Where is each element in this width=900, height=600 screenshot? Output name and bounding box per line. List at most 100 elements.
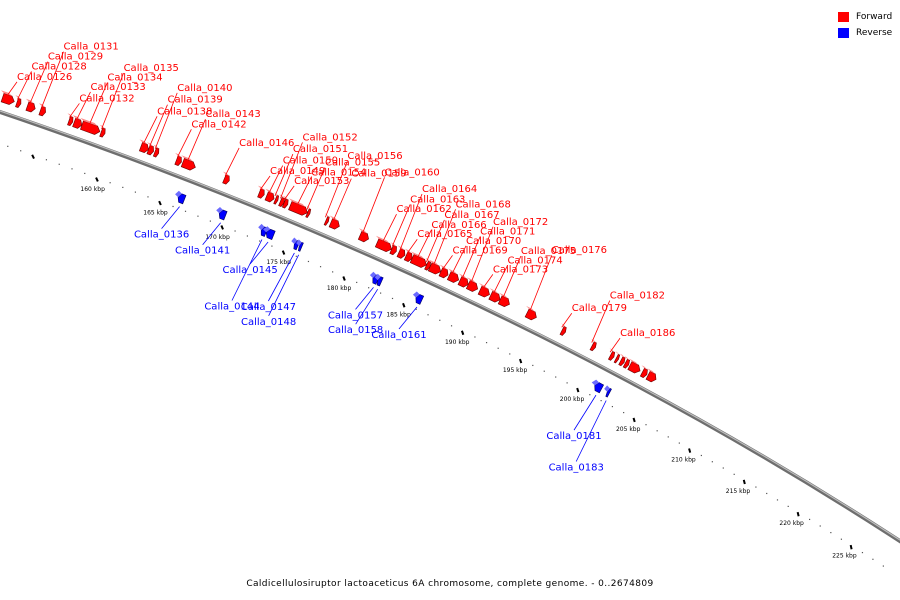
gene-label[interactable]: Calla_0161 <box>371 330 426 341</box>
gene-label[interactable]: Calla_0181 <box>546 431 601 442</box>
gene-calla_0165[interactable] <box>403 248 413 262</box>
gene-calla_0152[interactable] <box>278 194 285 207</box>
gene-calla_0143[interactable] <box>180 155 196 171</box>
gene-label[interactable]: Calla_0168 <box>456 199 511 210</box>
gene-label[interactable]: Calla_0148 <box>241 317 296 328</box>
gene-calla_0133[interactable] <box>72 115 83 129</box>
gene-calla_0145[interactable] <box>263 226 276 240</box>
gene-label[interactable]: Calla_0160 <box>385 167 440 178</box>
gene-calla_0129[interactable] <box>25 98 36 113</box>
gene-calla_0156[interactable] <box>323 213 330 226</box>
gene-calla_0179[interactable] <box>559 323 567 336</box>
gene-calla_0148[interactable] <box>296 239 304 252</box>
gene-label[interactable]: Calla_0147 <box>241 302 296 313</box>
gene-label[interactable]: Calla_0152 <box>302 132 357 143</box>
gene-label[interactable]: Calla_0158 <box>328 325 383 336</box>
gene-label[interactable]: Calla_0179 <box>572 303 627 314</box>
gene-calla_0181[interactable] <box>591 379 605 394</box>
gene-label[interactable]: Calla_0176 <box>552 245 607 256</box>
gene-calla_0138[interactable] <box>138 139 149 154</box>
gene-label[interactable]: Calla_0163 <box>410 194 465 205</box>
gene-label[interactable]: Calla_0172 <box>493 217 548 228</box>
gene-label[interactable]: Calla_0126 <box>17 72 72 83</box>
gene-calla_0136[interactable] <box>175 190 187 205</box>
gene-label[interactable]: Calla_0145 <box>222 265 277 276</box>
gene-label[interactable]: Calla_0159 <box>351 169 406 180</box>
gene-calla_0134[interactable] <box>80 117 101 135</box>
gene-label[interactable]: Calla_0171 <box>480 227 535 238</box>
gene[interactable] <box>618 353 626 367</box>
gene[interactable] <box>645 368 657 383</box>
minor-tick <box>246 235 249 237</box>
gene-label[interactable]: Calla_0128 <box>31 61 86 72</box>
gene-calla_0182[interactable] <box>589 338 597 352</box>
gene-label[interactable]: Calla_0140 <box>177 83 232 94</box>
gene-calla_0170[interactable] <box>446 268 460 283</box>
gene-calla_0161[interactable] <box>412 291 425 305</box>
gene-label[interactable]: Calla_0136 <box>134 230 189 241</box>
gene-label[interactable]: Calla_0182 <box>610 291 665 302</box>
gene-label[interactable]: Calla_0156 <box>347 151 402 162</box>
gene-calla_0158[interactable] <box>374 273 384 287</box>
gene-label[interactable]: Calla_0153 <box>294 176 349 187</box>
gene-label[interactable]: Calla_0144 <box>204 301 259 312</box>
gene-calla_0150[interactable] <box>264 188 275 203</box>
gene[interactable] <box>622 356 631 369</box>
gene[interactable] <box>613 351 621 364</box>
gene-label[interactable]: Calla_0169 <box>453 245 508 256</box>
gene[interactable] <box>627 358 641 374</box>
gene-label[interactable]: Calla_0151 <box>293 144 348 155</box>
gene-label[interactable]: Calla_0174 <box>507 256 562 267</box>
gene-calla_0186[interactable] <box>607 348 616 361</box>
gene-label[interactable]: Calla_0132 <box>79 93 134 104</box>
gene-calla_0173[interactable] <box>477 283 490 298</box>
gene-calla_0183[interactable] <box>604 385 612 398</box>
gene-calla_0174[interactable] <box>488 288 501 303</box>
gene[interactable] <box>639 365 648 379</box>
gene-calla_0141[interactable] <box>216 207 228 221</box>
gene-label[interactable]: Calla_0183 <box>549 462 604 473</box>
gene-calla_0169[interactable] <box>438 264 449 279</box>
gene-label[interactable]: Calla_0175 <box>521 246 576 257</box>
gene-label[interactable]: Calla_0166 <box>431 220 486 231</box>
gene-label[interactable]: Calla_0165 <box>417 229 472 240</box>
gene-label[interactable]: Calla_0129 <box>48 52 103 63</box>
gene-label[interactable]: Calla_0135 <box>124 63 179 74</box>
gene-label[interactable]: Calla_0138 <box>157 106 212 117</box>
gene-calla_0149[interactable] <box>257 185 265 199</box>
gene-label[interactable]: Calla_0139 <box>167 95 222 106</box>
gene-label[interactable]: Calla_0173 <box>493 264 548 275</box>
gene-calla_0166[interactable] <box>409 251 427 268</box>
gene-label[interactable]: Calla_0134 <box>107 73 162 84</box>
gene-label[interactable]: Calla_0142 <box>191 119 246 130</box>
gene-calla_0162[interactable] <box>374 235 392 253</box>
gene-label[interactable]: Calla_0131 <box>64 42 119 53</box>
gene-calla_0163[interactable] <box>389 242 397 256</box>
gene-calla_0126[interactable] <box>0 90 15 105</box>
gene-label[interactable]: Calla_0164 <box>422 184 477 195</box>
gene-calla_0159[interactable] <box>328 215 340 230</box>
gene-label[interactable]: Calla_0162 <box>397 204 452 215</box>
gene-calla_0154[interactable] <box>288 198 308 216</box>
gene-label[interactable]: Calla_0186 <box>620 328 675 339</box>
gene-label[interactable]: Calla_0154 <box>311 167 366 178</box>
gene-calla_0132[interactable] <box>67 113 74 126</box>
gene-calla_0128[interactable] <box>15 95 22 108</box>
gene-calla_0168[interactable] <box>427 259 442 275</box>
gene-calla_0155[interactable] <box>305 205 312 218</box>
gene-label[interactable]: Calla_0146 <box>239 138 294 149</box>
gene-leader-line <box>332 178 352 221</box>
gene-calla_0151[interactable] <box>273 192 280 205</box>
gene-calla_0167[interactable] <box>424 258 432 271</box>
gene-label[interactable]: Calla_0167 <box>444 210 499 221</box>
gene-calla_0171[interactable] <box>457 273 469 288</box>
gene-label[interactable]: Calla_0150 <box>283 156 338 167</box>
gene-label[interactable]: Calla_0170 <box>466 236 521 247</box>
gene-label[interactable]: Calla_0143 <box>205 109 260 120</box>
gene-label[interactable]: Calla_0141 <box>175 246 230 257</box>
gene-label[interactable]: Calla_0157 <box>328 310 383 321</box>
gene-calla_0160[interactable] <box>357 228 369 243</box>
tick-label: 160 kbp <box>80 186 105 193</box>
gene-label[interactable]: Calla_0149 <box>270 166 325 177</box>
gene-label[interactable]: Calla_0155 <box>325 157 380 168</box>
